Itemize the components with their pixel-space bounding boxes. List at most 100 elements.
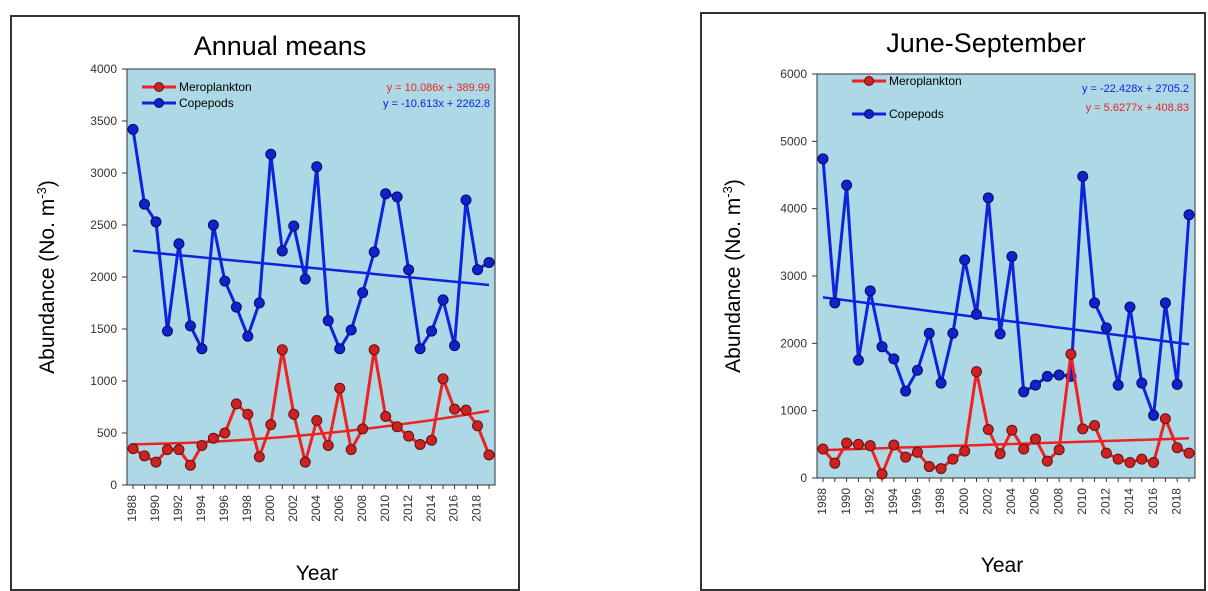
data-point-copepods (1030, 379, 1042, 391)
x-tick-label: 2008 (1051, 488, 1065, 515)
data-point-meroplankton (982, 424, 994, 436)
legend-marker-copepods (864, 109, 874, 119)
y-tick-label: 1000 (90, 374, 117, 388)
data-point-copepods (852, 354, 864, 366)
data-point-copepods (472, 264, 484, 276)
x-tick-label: 2004 (309, 495, 323, 522)
data-point-copepods (1159, 297, 1171, 309)
x-tick-label: 2002 (286, 495, 300, 522)
y-axis: 0 1000 2000 3000 4000 5000 6000 (780, 67, 817, 485)
x-tick-label: 2014 (424, 495, 438, 522)
data-point-copepods (414, 343, 426, 355)
data-point-copepods (1183, 209, 1195, 221)
x-tick-label: 1988 (125, 495, 139, 522)
data-point-copepods (368, 246, 380, 258)
june-september-chart: June-September 0 1000 2000 3000 4000 5000 6000… (720, 28, 1196, 577)
y-tick-label: 3500 (90, 114, 117, 128)
y-axis-title: Abundance (No. m-3) (34, 180, 59, 374)
trend-equation-copepods: y = -22.428x + 2705.2 (1082, 83, 1189, 95)
data-point-copepods (829, 297, 841, 309)
data-point-meroplankton (322, 439, 334, 451)
data-point-copepods (311, 161, 323, 173)
data-point-meroplankton (253, 451, 265, 463)
x-axis: 1988 1990 1992 1994 1996 1998 2000 2002 2004 2006… (815, 478, 1190, 515)
legend: Meroplankton Copepods (142, 80, 252, 110)
y-tick-label: 4000 (90, 62, 117, 76)
data-point-meroplankton (1077, 423, 1089, 435)
plot-area (816, 73, 1196, 479)
data-point-meroplankton (1065, 348, 1077, 360)
legend-marker-copepods (154, 98, 164, 108)
trendline-copepods (822, 296, 1190, 346)
data-point-meroplankton (403, 430, 415, 442)
trend-equation-copepods: y = -10.613x + 2262.8 (383, 98, 490, 110)
legend-label-meroplankton: Meroplankton (889, 74, 962, 88)
data-point-copepods (449, 340, 461, 352)
data-point-copepods (426, 325, 438, 337)
trendline-copepods (132, 249, 490, 287)
data-point-meroplankton (1006, 424, 1018, 436)
x-tick-label: 2012 (401, 495, 415, 522)
data-point-copepods (334, 343, 346, 355)
legend-marker-meroplankton (864, 76, 874, 86)
data-point-meroplankton (368, 344, 380, 356)
chart-title: June-September (886, 28, 1086, 58)
data-point-copepods (207, 219, 219, 231)
data-point-meroplankton (138, 450, 150, 462)
trendlines (132, 249, 490, 446)
data-series (817, 153, 1195, 480)
data-point-meroplankton (970, 366, 982, 378)
data-point-copepods (460, 194, 472, 206)
x-tick-label: 2010 (378, 495, 392, 522)
legend-label-meroplankton: Meroplankton (179, 80, 252, 94)
data-point-copepods (970, 308, 982, 320)
data-point-meroplankton (1030, 433, 1042, 445)
data-point-copepods (1136, 377, 1148, 389)
y-tick-label: 5000 (780, 134, 807, 148)
data-point-meroplankton (959, 445, 971, 457)
legend: Meroplankton Copepods (852, 74, 962, 121)
data-point-meroplankton (1159, 413, 1171, 425)
data-point-copepods (196, 343, 208, 355)
data-point-copepods (230, 301, 242, 313)
data-point-meroplankton (888, 439, 900, 451)
x-tick-label: 2014 (1122, 488, 1136, 515)
data-point-meroplankton (841, 437, 853, 449)
data-point-meroplankton (864, 440, 876, 452)
x-tick-label: 1996 (217, 495, 231, 522)
legend-label-copepods: Copepods (889, 107, 944, 121)
data-point-copepods (150, 216, 162, 228)
data-point-meroplankton (173, 444, 185, 456)
data-point-copepods (483, 256, 495, 268)
legend-label-copepods: Copepods (179, 96, 234, 110)
y-tick-label: 2000 (780, 336, 807, 350)
data-point-meroplankton (437, 373, 449, 385)
chart-panel-june-september: June-September 0 1000 2000 3000 4000 5000 6000… (700, 12, 1206, 591)
data-point-copepods (161, 325, 173, 337)
data-point-meroplankton (817, 443, 829, 455)
trend-equation-meroplankton: y = 5.6277x + 408.83 (1086, 102, 1189, 114)
data-point-copepods (173, 238, 185, 250)
data-point-copepods (841, 179, 853, 191)
data-point-copepods (1089, 297, 1101, 309)
data-point-meroplankton (1100, 447, 1112, 459)
data-point-meroplankton (1124, 457, 1136, 469)
data-point-meroplankton (472, 420, 484, 432)
chart-title: Annual means (194, 31, 367, 61)
data-point-copepods (1100, 322, 1112, 334)
data-point-meroplankton (311, 415, 323, 427)
data-point-copepods (947, 327, 959, 339)
data-point-copepods (1018, 386, 1030, 398)
x-tick-label: 2006 (1028, 488, 1042, 515)
data-point-meroplankton (1171, 442, 1183, 454)
y-tick-label: 0 (800, 471, 807, 485)
data-point-meroplankton (207, 432, 219, 444)
data-point-meroplankton (947, 453, 959, 465)
x-tick-label: 1994 (194, 495, 208, 522)
x-tick-label: 1992 (171, 495, 185, 522)
trend-equation-meroplankton: y = 10.086x + 389.99 (387, 82, 490, 94)
data-point-meroplankton (483, 449, 495, 461)
data-point-meroplankton (357, 423, 369, 435)
x-tick-label: 2018 (470, 495, 484, 522)
annual-means-chart: Annual means 0 500 1000 1500 2000 2500 3000 350… (34, 31, 496, 585)
